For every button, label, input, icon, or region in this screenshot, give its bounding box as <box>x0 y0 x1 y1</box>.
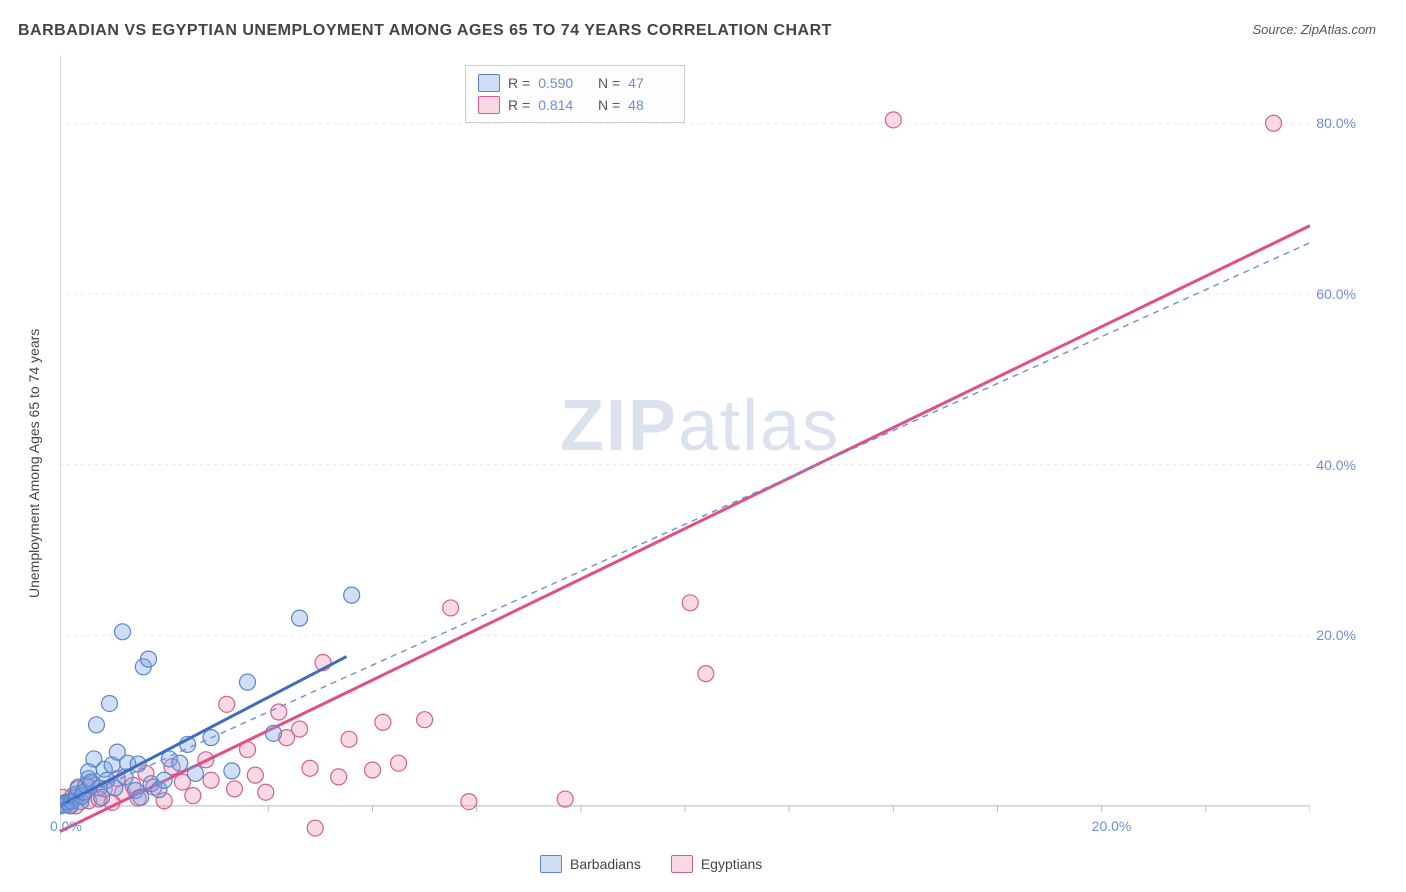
axis-tick-label: 20.0% <box>1092 818 1132 834</box>
swatch-egyptians <box>478 96 500 114</box>
r-value-barbadians: 0.590 <box>538 75 582 91</box>
y-axis-label: Unemployment Among Ages 65 to 74 years <box>26 328 42 597</box>
axis-tick-label: 20.0% <box>1316 627 1356 643</box>
axis-tick-label: 40.0% <box>1316 457 1356 473</box>
axis-tick-label: 60.0% <box>1316 286 1356 302</box>
swatch-barbadians <box>540 855 562 873</box>
n-value-egyptians: 48 <box>628 97 672 113</box>
legend-label-barbadians: Barbadians <box>570 856 641 872</box>
series-legend: Barbadians Egyptians <box>540 855 762 873</box>
n-label: N = <box>590 75 620 91</box>
source-label: Source: ZipAtlas.com <box>1252 22 1376 37</box>
stats-legend: R = 0.590 N = 47 R = 0.814 N = 48 <box>465 65 685 123</box>
n-label: N = <box>590 97 620 113</box>
scatter-plot <box>60 55 1310 840</box>
swatch-egyptians <box>671 855 693 873</box>
legend-label-egyptians: Egyptians <box>701 856 762 872</box>
stats-row-egyptians: R = 0.814 N = 48 <box>478 94 672 116</box>
r-value-egyptians: 0.814 <box>538 97 582 113</box>
chart-title: BARBADIAN VS EGYPTIAN UNEMPLOYMENT AMONG… <box>18 22 832 40</box>
swatch-barbadians <box>478 74 500 92</box>
axis-tick-label: 0.0% <box>50 818 82 834</box>
axis-tick-label: 80.0% <box>1316 115 1356 131</box>
legend-item-egyptians: Egyptians <box>671 855 762 873</box>
r-label: R = <box>508 97 530 113</box>
n-value-barbadians: 47 <box>628 75 672 91</box>
r-label: R = <box>508 75 530 91</box>
stats-row-barbadians: R = 0.590 N = 47 <box>478 72 672 94</box>
legend-item-barbadians: Barbadians <box>540 855 641 873</box>
